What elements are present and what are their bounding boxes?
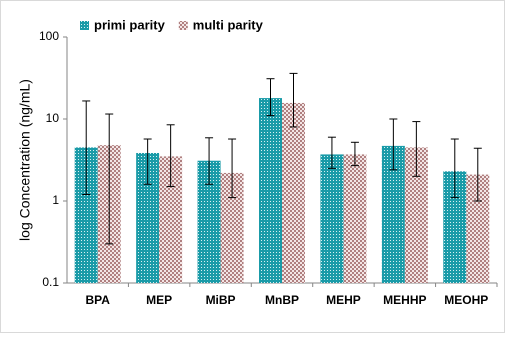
- x-tick-label: MiBP: [206, 293, 236, 307]
- bar: [343, 154, 367, 283]
- y-tick-label: 10: [46, 111, 60, 125]
- y-tick-label: 0.1: [42, 275, 59, 289]
- bar: [74, 147, 98, 283]
- bar: [259, 98, 282, 283]
- bar: [282, 102, 305, 284]
- legend-swatch: [80, 21, 89, 30]
- x-tick-label: MnBP: [265, 293, 299, 307]
- legend-swatch: [178, 21, 188, 30]
- bar: [381, 145, 405, 283]
- bar: [404, 147, 428, 283]
- bar: [197, 160, 221, 283]
- bar: [159, 156, 183, 283]
- y-tick-label: 1: [52, 193, 59, 207]
- x-tick-label: MEHHP: [383, 293, 426, 307]
- bar: [466, 174, 490, 283]
- x-tick-label: BPA: [85, 293, 110, 307]
- bar: [320, 154, 344, 283]
- x-tick-label: MEHP: [326, 293, 361, 307]
- legend-label: primi parity: [94, 17, 166, 32]
- y-axis-title: log Concentration (ng/mL): [17, 79, 33, 241]
- y-tick-label: 100: [39, 29, 59, 43]
- x-tick-label: MEP: [146, 293, 172, 307]
- bar: [220, 172, 244, 283]
- bar: [443, 171, 467, 283]
- bar: [136, 152, 160, 283]
- legend-label: multi parity: [193, 17, 264, 32]
- x-tick-label: MEOHP: [444, 293, 488, 307]
